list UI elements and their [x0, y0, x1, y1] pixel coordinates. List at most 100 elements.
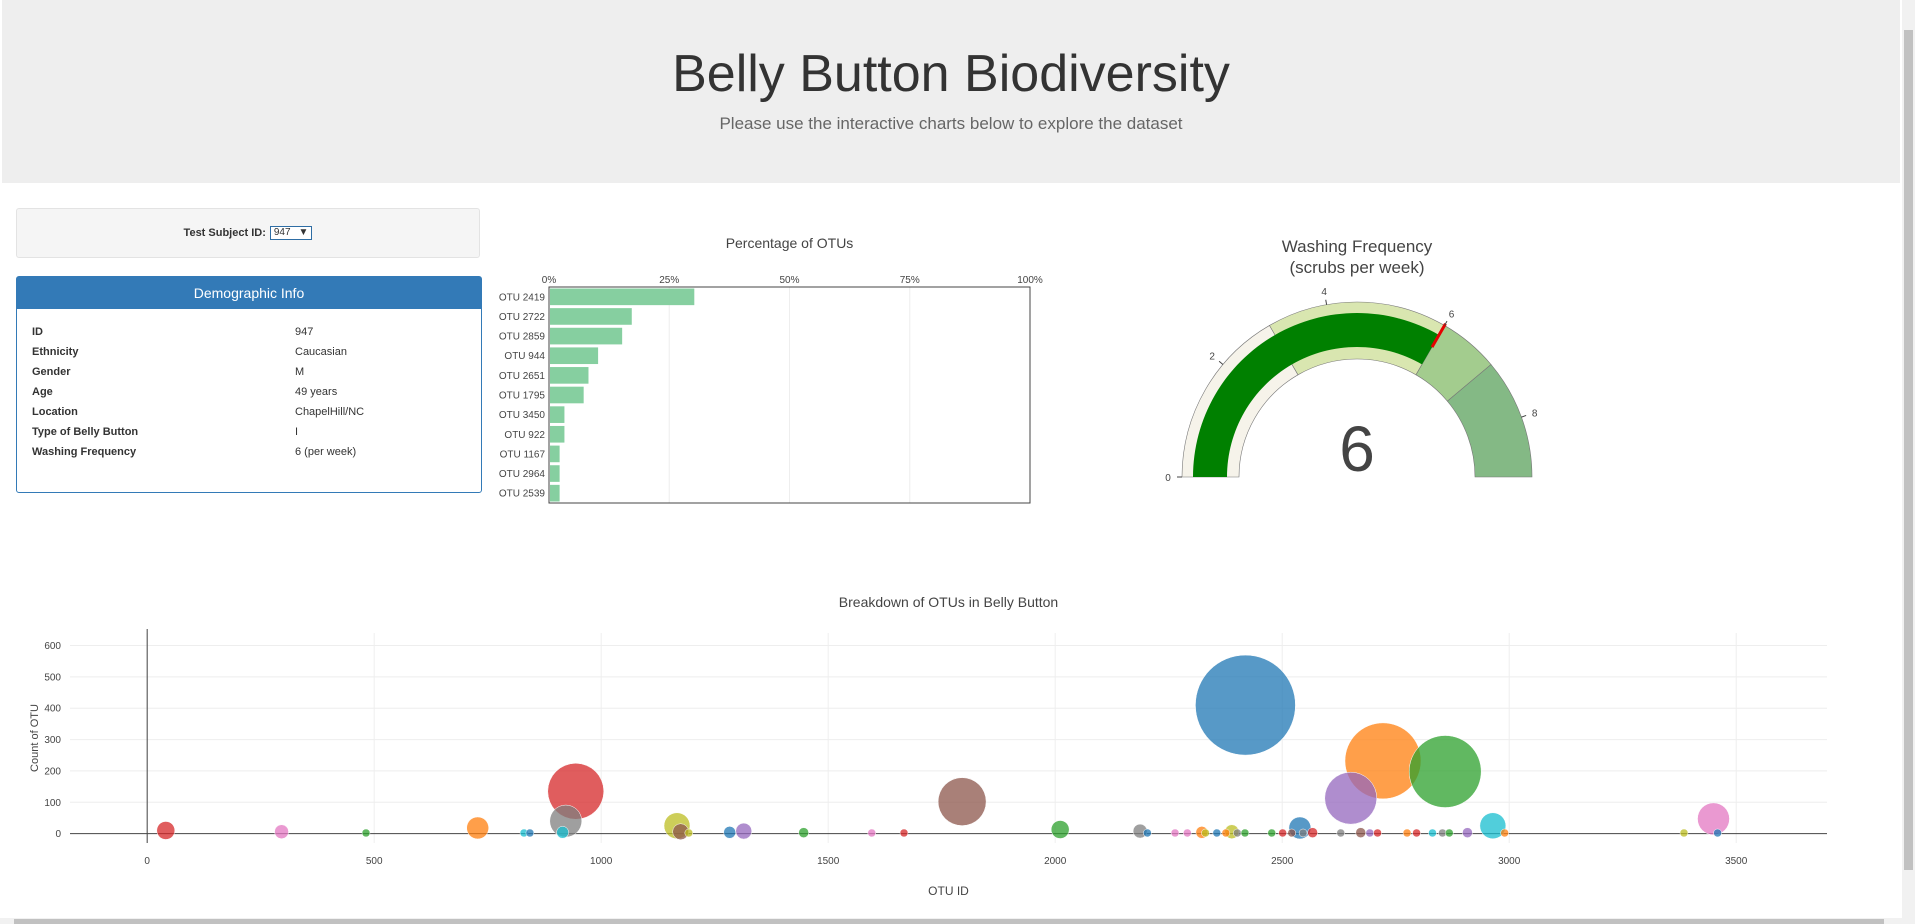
- bar-category-label: OTU 1795: [499, 391, 546, 402]
- bubble-y-tick-label: 500: [44, 672, 61, 683]
- demographic-key: Gender: [32, 366, 71, 378]
- demographic-key: Location: [32, 406, 78, 418]
- bubble-otu-1795: [937, 777, 987, 826]
- bubble-otu-2331: [1201, 828, 1210, 838]
- demographic-value: 6 (per week): [295, 446, 357, 458]
- bar-otu-2964: [550, 465, 560, 482]
- demographic-key: Ethnicity: [32, 346, 79, 358]
- bar-category-label: OTU 2964: [499, 469, 546, 480]
- demographic-key: Type of Belly Button: [32, 426, 139, 438]
- bar-chart-title: Percentage of OTUs: [726, 235, 854, 251]
- bubble-y-tick-label: 600: [44, 641, 61, 652]
- bubble-x-tick-label: 2500: [1271, 856, 1294, 867]
- bar-otu-2859: [550, 327, 623, 345]
- bubble-otu-2964: [1479, 812, 1507, 840]
- bubble-x-tick-label: 500: [366, 856, 383, 867]
- bar-otu-1795: [550, 386, 584, 404]
- vertical-scrollbar[interactable]: [1902, 0, 1915, 924]
- bar-otu-1167: [550, 445, 560, 463]
- bar-x-tick-label: 0%: [542, 275, 557, 286]
- subject-id-select-value: 947: [273, 227, 291, 238]
- dropdown-arrow-icon: ▼: [298, 227, 309, 238]
- bar-category-label: OTU 2651: [499, 371, 546, 382]
- subject-id-select[interactable]: 947 ▼: [269, 226, 313, 240]
- otu-bubble-chart: Breakdown of OTUs in Belly Button 0 500 100…: [29, 594, 1827, 898]
- bubble-otu-2796: [1412, 828, 1421, 838]
- demographic-value: Caucasian: [295, 346, 347, 358]
- bubble-x-tick-label: 1500: [817, 856, 840, 867]
- gauge-tick-label: 2: [1209, 352, 1215, 363]
- bar-otu-3450: [550, 406, 565, 423]
- demographic-row: ID 947: [17, 322, 481, 342]
- bubble-otu-2418: [1240, 828, 1250, 838]
- bubble-otu-2521: [1287, 828, 1296, 838]
- bubble-otu-2710: [1373, 828, 1382, 838]
- demographic-row: Age 49 years: [17, 382, 481, 402]
- bubble-otu-2477: [1267, 828, 1277, 838]
- bubble-otu-2831: [1428, 828, 1437, 838]
- demographic-value: I: [295, 426, 299, 438]
- gauge-step-band: [1446, 364, 1533, 478]
- washing-frequency-gauge: Washing Frequency (scrubs per week) 0 2 4 6 8 6: [1165, 237, 1538, 485]
- bubble-x-axis-label: OTU ID: [928, 884, 969, 898]
- bubble-chart-title: Breakdown of OTUs in Belly Button: [839, 594, 1058, 610]
- bubble-x-tick-label: 3500: [1725, 856, 1748, 867]
- bar-x-tick-label: 100%: [1017, 275, 1043, 286]
- bar-otu-2419: [550, 288, 695, 306]
- vertical-scrollbar-thumb[interactable]: [1904, 30, 1913, 870]
- bar-otu-922: [550, 425, 565, 443]
- bubble-x-tick-label: 3000: [1498, 856, 1521, 867]
- gauge-title: Washing Frequency: [1282, 237, 1433, 256]
- bubble-otu-2673: [1355, 827, 1366, 838]
- bar-x-tick-label: 50%: [779, 275, 799, 286]
- bubble-otu-41: [156, 821, 176, 840]
- bubble-otu-2291: [1183, 828, 1192, 838]
- bar-otu-2651: [550, 367, 589, 384]
- bar-category-label: OTU 3450: [499, 410, 546, 421]
- bar-category-label: OTU 944: [504, 351, 545, 362]
- bubble-otu-2376: [1221, 828, 1231, 838]
- gauge-threshold-needle: [1430, 322, 1447, 348]
- bubble-y-tick-label: 400: [44, 704, 61, 715]
- demographic-row: Washing Frequency 6 (per week): [17, 442, 481, 462]
- gauge-tick-label: 6: [1449, 309, 1455, 320]
- bubble-otu-843: [525, 828, 535, 838]
- bar-category-label: OTU 2859: [499, 332, 546, 343]
- demographic-value: 947: [295, 326, 314, 338]
- gauge-tick: [1325, 299, 1328, 305]
- header-banner: Belly Button Biodiversity Please use the…: [2, 0, 1900, 183]
- bubble-otu-1283: [723, 826, 736, 839]
- bubble-otu-2401: [1232, 828, 1242, 838]
- bar-x-tick-label: 25%: [659, 275, 679, 286]
- demographic-value: M: [295, 366, 305, 378]
- bubble-otu-2990: [1500, 828, 1509, 838]
- bar-otu-2539: [550, 484, 560, 502]
- bubble-otu-3450: [1697, 802, 1730, 836]
- demographic-value: ChapelHill/NC: [295, 406, 365, 418]
- bubble-otu-2203: [1143, 828, 1152, 838]
- bubble-y-tick-label: 300: [44, 735, 61, 746]
- demographic-row: Type of Belly Button I: [17, 422, 481, 442]
- bubble-otu-3459: [1713, 828, 1722, 838]
- bubble-otu-2567: [1307, 827, 1318, 838]
- gauge-tick: [1444, 320, 1448, 326]
- bar-otu-2722: [550, 308, 632, 325]
- bubble-otu-1446: [798, 827, 809, 838]
- horizontal-scrollbar-thumb[interactable]: [14, 919, 1884, 924]
- bubble-otu-2546: [1298, 828, 1308, 838]
- otu-percentage-bar-chart: Percentage of OTUs 0% 25% 50% 75% 100% OTU 241…: [499, 235, 1043, 504]
- bubble-otu-1193: [684, 828, 694, 838]
- bubble-otu-2775: [1402, 828, 1412, 838]
- gauge-tick: [1521, 414, 1527, 418]
- horizontal-scrollbar[interactable]: [0, 918, 1902, 924]
- bubble-otu-482: [361, 828, 371, 838]
- bubble-otu-2651: [1324, 771, 1377, 825]
- bubble-otu-1667: [899, 828, 909, 838]
- bubble-y-tick-label: 100: [44, 798, 61, 809]
- bar-category-label: OTU 2419: [499, 292, 546, 303]
- bubble-otu-2908: [1462, 827, 1473, 838]
- bar-category-label: OTU 2539: [499, 489, 546, 500]
- demographic-panel-heading: Demographic Info: [17, 277, 481, 309]
- bubble-otu-3385: [1679, 828, 1689, 838]
- bar-otu-944: [550, 347, 599, 365]
